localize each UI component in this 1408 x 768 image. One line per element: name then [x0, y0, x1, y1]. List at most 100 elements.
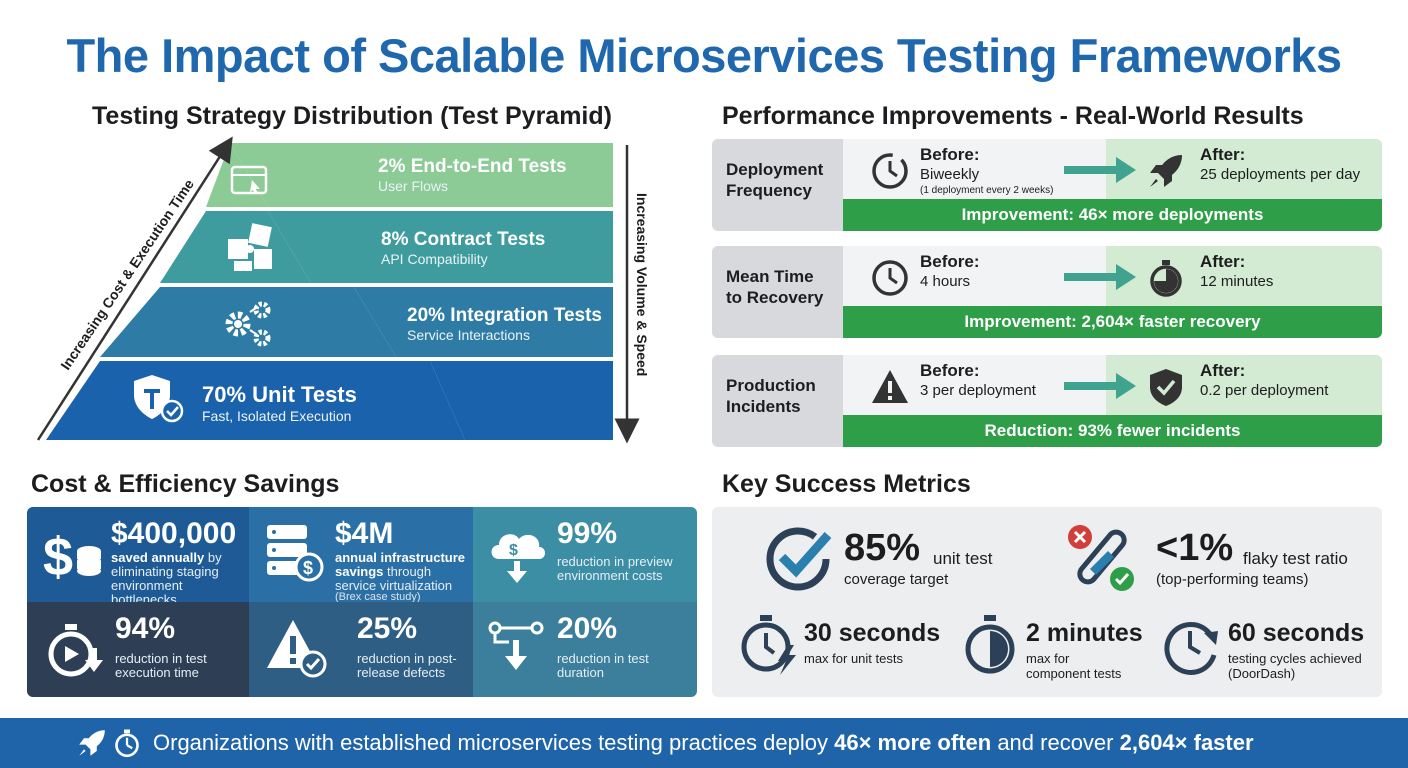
metric-value: 30 seconds [804, 619, 941, 647]
perf-row-deployment-frequency: Deployment Frequency Before: Biweekly (1… [712, 139, 1382, 231]
tier-e2e-title: 2% End-to-End Tests [378, 156, 567, 177]
metric-desc: (top-performing teams) [1156, 571, 1309, 588]
arrow-right-icon [1064, 157, 1136, 183]
tier-integration [160, 287, 613, 357]
perf-label-line2: Incidents [726, 397, 801, 416]
tier-e2e-subtitle: User Flows [378, 178, 448, 194]
test-tube-icon [1068, 525, 1134, 591]
tier-integration-title: 20% Integration Tests [407, 305, 602, 326]
cost-desc: reduction in test execution time [115, 652, 235, 680]
tier-unit [100, 361, 613, 440]
cost-desc-rest: reduction in test execution time [115, 651, 207, 680]
tier-end-to-end [230, 143, 613, 207]
cost-desc-rest: reduction in preview environment costs [557, 554, 673, 583]
before-panel [843, 139, 1106, 199]
tier-contract-subtitle: API Compatibility [381, 251, 488, 267]
banner-bold-a: 46× more often [834, 730, 992, 755]
arrow-right-icon [1064, 264, 1136, 290]
metric-suffix: flaky test ratio [1243, 549, 1348, 568]
metric-value: 2 minutes [1026, 619, 1143, 647]
reduction-bar: Reduction: 93% fewer incidents [843, 415, 1382, 447]
rocket-icon [79, 730, 105, 756]
cost-savings-grid: $ $400,000 saved annually by eliminating… [27, 507, 697, 697]
metric-line2: (DoorDash) [1228, 666, 1296, 681]
banner-text: Organizations with established microserv… [153, 730, 1254, 756]
check-circle-icon [766, 527, 832, 591]
stopwatch-bolt-icon [741, 615, 796, 675]
summary-banner: Organizations with established microserv… [0, 718, 1408, 768]
after-label: After: [1200, 252, 1246, 271]
after-value: 25 deployments per day [1200, 166, 1361, 183]
shield-check-icon [134, 375, 184, 423]
perf-row-mean-time-to-recovery: Mean Time to Recovery Before: 4 hours Af… [712, 246, 1382, 338]
warning-icon [872, 370, 908, 403]
puzzle-icon [228, 223, 272, 271]
rocket-icon [1150, 155, 1182, 187]
svg-text:$: $ [43, 527, 73, 587]
tier-unit-subtitle: Fast, Isolated Execution [202, 408, 351, 424]
clock-icon [872, 153, 908, 189]
stopwatch-down-icon [48, 624, 103, 677]
tier-unit-title: 70% Unit Tests [202, 382, 357, 407]
after-panel [1106, 139, 1382, 199]
before-note: (1 deployment every 2 weeks) [920, 185, 1054, 196]
clock-cycle-icon [1164, 622, 1218, 675]
cost-desc-bold: saved annually [111, 550, 205, 565]
cost-value: $400,000 [111, 517, 237, 550]
after-label: After: [1200, 361, 1246, 380]
tier-integration-left [100, 287, 396, 357]
svg-text:$: $ [303, 558, 313, 578]
cost-desc-bold: annual infrastructure savings [335, 550, 466, 579]
perf-row-label: Production Incidents [726, 375, 816, 417]
cost-desc: saved annually by eliminating staging en… [111, 551, 251, 607]
cost-desc: reduction in test duration [557, 652, 667, 680]
right-axis-label: Increasing Volume & Speed [634, 193, 650, 376]
dollar-coins-icon: $ [43, 527, 101, 587]
perf-label-line1: Deployment [726, 160, 824, 179]
cost-cell-preview: $ 99% reduction in preview environment c… [473, 507, 697, 602]
svg-text:$: $ [509, 542, 518, 559]
cost-desc-rest: reduction in test duration [557, 651, 649, 680]
metric-line1: max for unit tests [804, 651, 903, 666]
warning-check-icon [267, 620, 327, 678]
cost-cell-execution-time: 94% reduction in test execution time [27, 602, 249, 697]
cost-desc: reduction in post-release defects [357, 652, 473, 680]
cost-value: 25% [357, 612, 418, 645]
browser-window-icon [230, 165, 268, 195]
flow-down-icon [488, 621, 544, 670]
cost-note: (Brex case study) [335, 591, 421, 603]
cost-cell-defects: 25% reduction in post-release defects [249, 602, 473, 697]
after-value: 12 minutes [1200, 273, 1274, 290]
tier-integration-subtitle: Service Interactions [407, 327, 530, 343]
perf-label-line1: Mean Time [726, 267, 814, 286]
banner-bold-b: 2,604× faster [1119, 730, 1254, 755]
perf-row-label: Deployment Frequency [726, 159, 823, 201]
before-label: Before: [920, 361, 980, 380]
metric-value: 60 seconds [1228, 619, 1365, 647]
metric-suffix: unit test [933, 549, 993, 568]
after-value: 0.2 per deployment [1200, 382, 1329, 399]
before-value: 4 hours [920, 273, 971, 290]
perf-row-label: Mean Time to Recovery [726, 266, 823, 308]
stopwatch-icon [115, 729, 139, 758]
cost-value: 94% [115, 612, 176, 645]
before-label: Before: [920, 252, 980, 271]
cost-value: 20% [557, 612, 618, 645]
page-title: The Impact of Scalable Microservices Tes… [66, 29, 1342, 82]
after-label: After: [1200, 145, 1246, 164]
before-label: Before: [920, 145, 980, 164]
improvement-bar: Improvement: 2,604× faster recovery [843, 306, 1382, 338]
perf-label-line1: Production [726, 376, 816, 395]
banner-text-b: and recover [991, 730, 1120, 755]
cost-value: $4M [335, 517, 394, 550]
tier-contract-title: 8% Contract Tests [381, 229, 545, 250]
metric-desc: coverage target [844, 571, 949, 588]
metric-value: 85% [844, 527, 921, 569]
banner-text-a: Organizations with established microserv… [153, 730, 835, 755]
perf-label-line2: Frequency [726, 181, 812, 200]
cost-cell-infrastructure: $ $4M annual infrastructure savings thro… [249, 507, 473, 603]
gears-icon [225, 301, 271, 347]
cost-value: 99% [557, 517, 618, 550]
before-value: 3 per deployment [920, 382, 1036, 399]
cost-desc: reduction in preview environment costs [557, 555, 687, 583]
